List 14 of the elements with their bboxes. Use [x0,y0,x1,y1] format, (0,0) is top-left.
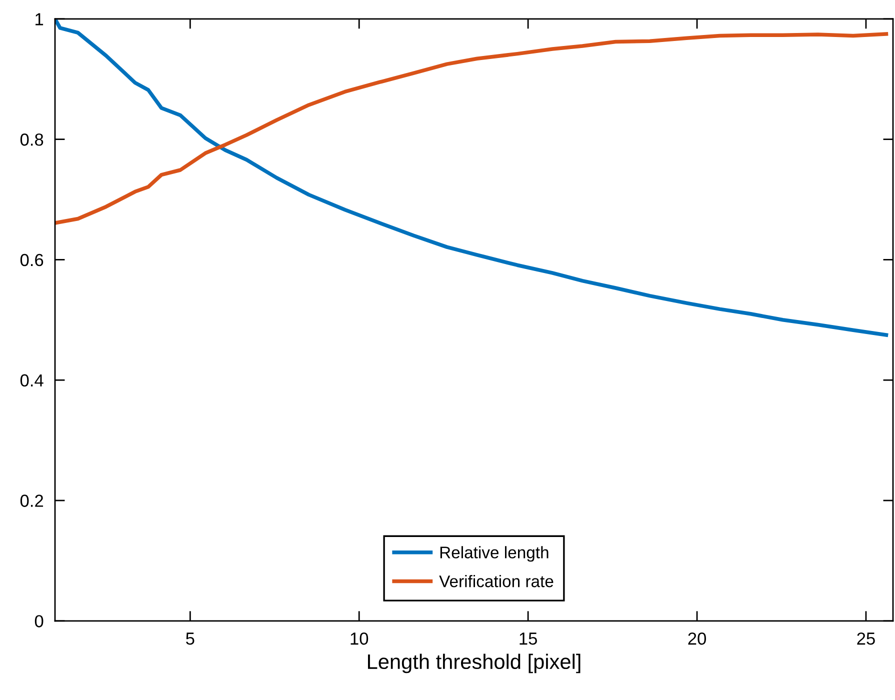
y-tick-label: 0.2 [20,494,44,507]
y-tick-label: 0.4 [20,374,44,387]
legend-label: Relative length [440,546,548,562]
x-tick-label: 10 [350,632,368,645]
y-tick-label: 0 [34,615,44,628]
legend-label: Verification rate [439,574,554,588]
x-axis-title: Length threshold [pixel] [368,654,580,674]
y-tick-label: 1 [36,13,44,26]
y-tick-label: 0.6 [20,254,44,266]
x-tick-label: 5 [186,632,194,645]
x-tick-label: 25 [857,632,875,645]
x-tick-label: 20 [688,632,706,645]
y-tick-label: 0.8 [20,133,44,146]
x-tick-label: 15 [520,632,537,645]
